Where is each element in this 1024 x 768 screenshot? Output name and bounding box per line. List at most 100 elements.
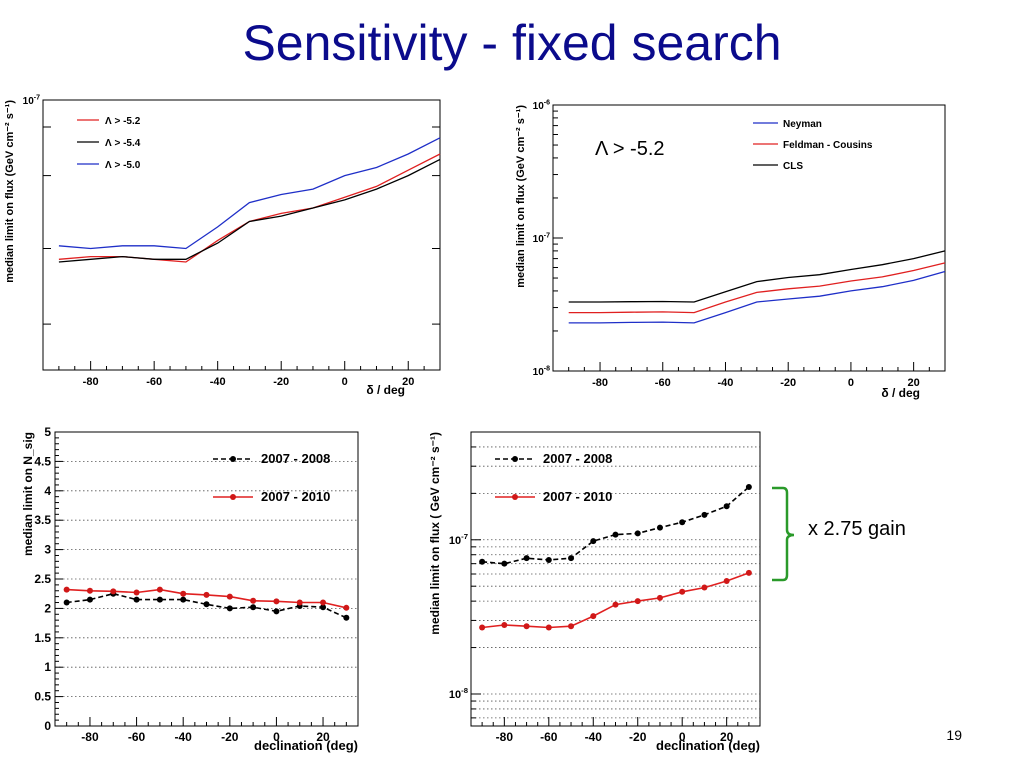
data-point [501, 560, 508, 567]
y-tick-label: 0.5 [34, 690, 51, 704]
legend-label-1: Λ > -5.4 [105, 138, 141, 149]
data-point [612, 531, 619, 538]
y-tick-label: 10-8 [449, 686, 469, 701]
x-tick-label: -60 [655, 377, 671, 389]
legend-label-1: 2007 - 2010 [261, 489, 330, 504]
data-point [745, 569, 752, 576]
data-point [523, 623, 530, 630]
x-axis-label: δ / deg [366, 383, 405, 397]
data-point [273, 608, 280, 615]
legend-label-2: Λ > -5.0 [105, 160, 141, 171]
data-point [679, 519, 686, 526]
x-axis-label: δ / deg [881, 386, 920, 400]
chart-flux-years-svg: -80 -60 -40 -20 0 20 10-8 10-7 median limit on f… [428, 431, 761, 753]
x-tick-label: 20 [720, 730, 734, 744]
series-line-2 [568, 250, 946, 303]
legend-label-0: 2007 - 2008 [261, 451, 330, 466]
y-tick-label: 3 [44, 543, 51, 557]
x-tick-label: -60 [146, 376, 162, 388]
legend-label-2: CLS [783, 161, 803, 172]
plot-frame [42, 99, 441, 371]
chart-flux-methods-svg: -80 -60 -40 -20 0 20 10-8 10-7 10-6 median limit … [515, 100, 946, 400]
legend-label-0: Neyman [783, 119, 822, 130]
data-point [156, 596, 163, 603]
data-point [343, 614, 350, 621]
chart-flux-methods: -80 -60 -40 -20 0 20 10-8 10-7 10-6 median limit … [515, 97, 955, 407]
chart-flux-years: -80 -60 -40 -20 0 20 10-8 10-7 median limit on f… [425, 424, 770, 760]
x-tick-label: 0 [848, 377, 854, 389]
data-point [479, 558, 486, 565]
data-point [545, 556, 552, 563]
x-tick-label: -20 [629, 730, 647, 744]
x-tick-label: -60 [128, 730, 146, 744]
data-point [203, 591, 210, 598]
chart-nsig-limit: -80 -60 -40 -20 0 20 0 0.5 1 1.5 2 2.5 3 3.5 4 4.5 5 medi… [18, 424, 368, 760]
data-point [745, 483, 752, 490]
x-tick-label: -40 [718, 377, 734, 389]
x-tick-label: -80 [496, 730, 514, 744]
data-point [110, 588, 117, 595]
data-point [203, 601, 210, 608]
data-point [180, 590, 187, 597]
data-point [634, 530, 641, 537]
x-tick-label: -20 [221, 730, 239, 744]
data-point [656, 524, 663, 531]
data-point [523, 555, 530, 562]
y-axis-label: median limit on flux (GeV cm⁻² s⁻¹) [4, 100, 16, 283]
y-tick-label: 10-8 [533, 366, 550, 379]
y-tick-label: 4.5 [34, 454, 51, 468]
y-axis-label: median limit on flux ( GeV cm⁻² s⁻¹) [428, 432, 442, 635]
y-tick-label: 10-7 [449, 532, 468, 547]
data-point [86, 596, 93, 603]
series-line-1 [58, 158, 441, 263]
y-tick-label: 2 [44, 601, 51, 615]
data-point [634, 598, 641, 605]
y-axis-label: median limit on N_sig [21, 432, 35, 556]
y-tick-label: 3.5 [34, 513, 51, 527]
data-point [296, 599, 303, 606]
series-line-2 [58, 137, 441, 250]
data-point [273, 598, 280, 605]
x-tick-label: 20 [402, 376, 414, 388]
gain-brace [772, 486, 795, 582]
chart-flux-lambda-cuts: -80 -60 -40 -20 0 20 10-7 median limit on flux … [4, 94, 450, 406]
data-point [723, 578, 730, 585]
data-point [133, 589, 140, 596]
data-point [156, 586, 163, 593]
data-point [86, 587, 93, 594]
slide-title: Sensitivity - fixed search [242, 15, 782, 71]
legend-marker-0 [512, 456, 518, 462]
data-point [226, 605, 233, 612]
data-point [612, 601, 619, 608]
legend-marker-0 [230, 456, 236, 462]
data-point [501, 622, 508, 629]
data-point [63, 586, 70, 593]
series-line-0 [568, 270, 946, 324]
x-tick-label: -40 [210, 376, 226, 388]
chart-nsig-limit-svg: -80 -60 -40 -20 0 20 0 0.5 1 1.5 2 2.5 3 3.5 4 4.5 5 medi… [21, 425, 359, 753]
chart-flux-lambda-cuts-svg: -80 -60 -40 -20 0 20 10-7 median limit on flux … [4, 95, 441, 397]
x-tick-label: 20 [908, 377, 920, 389]
x-tick-label: -80 [81, 730, 99, 744]
data-point [590, 613, 597, 620]
y-tick-label: 5 [44, 425, 51, 439]
data-point [343, 604, 350, 611]
series-line-1 [568, 262, 946, 314]
y-tick-label: 1.5 [34, 631, 51, 645]
x-tick-label: -80 [83, 376, 99, 388]
y-tick-label: 1 [44, 660, 51, 674]
data-point [180, 596, 187, 603]
data-point [320, 604, 327, 611]
x-tick-label: 0 [342, 376, 348, 388]
data-point [63, 599, 70, 606]
y-tick-label: 0 [44, 719, 51, 733]
data-point [320, 599, 327, 606]
y-tick-label: 10-7 [533, 233, 550, 246]
data-point [545, 624, 552, 631]
y-tick-label: 2.5 [34, 572, 51, 586]
x-tick-label: -40 [585, 730, 603, 744]
y-tick-label: 10-6 [533, 100, 550, 113]
legend-label-1: 2007 - 2010 [543, 489, 612, 504]
plot-frame [470, 431, 761, 727]
legend-label-0: Λ > -5.2 [105, 116, 141, 127]
